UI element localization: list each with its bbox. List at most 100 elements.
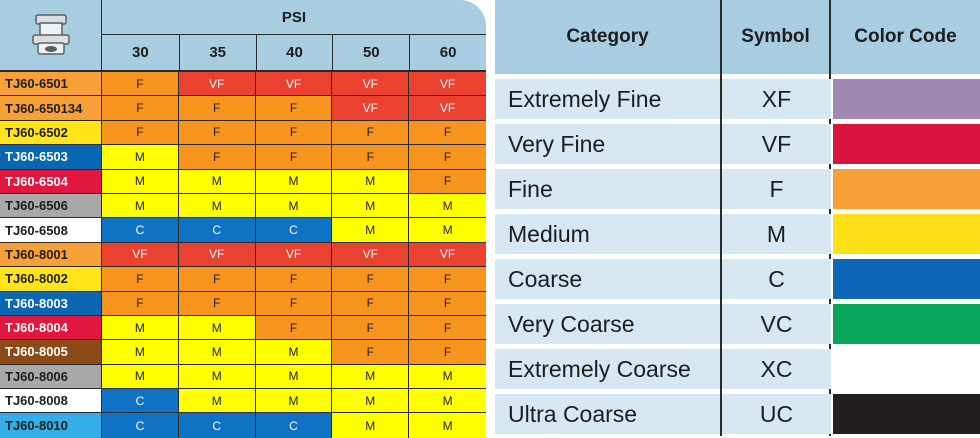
color-swatch — [833, 304, 980, 344]
droplet-size-cell: F — [332, 120, 410, 145]
nozzle-model-label: TJ60-650134 — [0, 96, 102, 120]
droplet-size-cell: M — [409, 218, 486, 242]
nozzle-icon — [0, 0, 102, 70]
droplet-size-cell: M — [178, 315, 256, 340]
droplet-size-cell: F — [332, 267, 410, 291]
table-row: TJ60-8004 M M F F F — [0, 315, 486, 341]
droplet-size-cell: VF — [102, 242, 179, 267]
droplet-size-cell: VF — [332, 96, 410, 120]
symbol-label: M — [722, 214, 831, 254]
droplet-size-cell: M — [255, 169, 333, 193]
droplet-size-cell: F — [255, 145, 333, 169]
droplet-size-cell: F — [255, 267, 333, 291]
column-divider — [720, 0, 722, 436]
color-swatch — [833, 394, 980, 434]
color-swatch — [833, 349, 980, 389]
droplet-size-cell: M — [102, 145, 179, 169]
droplet-size-cell: F — [178, 120, 256, 145]
nozzle-model-label: TJ60-6506 — [0, 193, 102, 218]
droplet-size-cell: M — [255, 389, 333, 413]
legend-row: Fine F — [495, 169, 980, 209]
droplet-size-cell: VF — [332, 72, 410, 96]
droplet-size-cell: M — [409, 193, 486, 218]
pressure-header-50: 50 — [332, 34, 410, 70]
table-row: TJ60-650134 F F F VF VF — [0, 96, 486, 121]
droplet-size-cell: M — [178, 389, 256, 413]
table-row: TJ60-8008 C M M M M — [0, 389, 486, 414]
table-row: TJ60-6506 M M M M M — [0, 193, 486, 219]
droplet-size-cell: F — [409, 267, 486, 291]
table-row: TJ60-6502 F F F F F — [0, 120, 486, 146]
droplet-size-cell: C — [178, 218, 256, 242]
droplet-size-cell: F — [178, 145, 256, 169]
droplet-size-cell: M — [102, 364, 179, 389]
droplet-size-cell: VF — [255, 72, 333, 96]
table-row: TJ60-6504 M M M M F — [0, 169, 486, 194]
droplet-size-cell: C — [102, 389, 179, 413]
droplet-size-cell: M — [178, 169, 256, 193]
droplet-size-cell: F — [102, 267, 179, 291]
color-code-header: Color Code — [854, 26, 957, 47]
table-row: TJ60-6508 C C C M M — [0, 218, 486, 243]
nozzle-model-label: TJ60-8002 — [0, 267, 102, 291]
table-row: TJ60-8001 VF VF VF VF VF — [0, 242, 486, 268]
droplet-size-cell: F — [178, 291, 256, 315]
table-row: TJ60-8005 M M M F F — [0, 340, 486, 365]
table-body: TJ60-6501 F VF VF VF VF TJ60-650134 F F F VF VF TJ60… — [0, 70, 486, 438]
droplet-size-cell: C — [255, 218, 333, 242]
table-row: TJ60-8003 F F F F F — [0, 291, 486, 316]
category-label: Medium — [495, 214, 720, 254]
symbol-label: VF — [722, 124, 831, 164]
table-row: TJ60-6501 F VF VF VF VF — [0, 72, 486, 97]
legend-row: Ultra Coarse UC — [495, 394, 980, 434]
droplet-size-cell: M — [409, 389, 486, 413]
droplet-size-cell: F — [409, 120, 486, 145]
droplet-size-cell: C — [102, 218, 179, 242]
droplet-size-cell: M — [102, 315, 179, 340]
droplet-size-cell: M — [409, 364, 486, 389]
droplet-size-cell: F — [409, 340, 486, 364]
category-label: Extremely Coarse — [495, 349, 720, 389]
droplet-size-cell: M — [178, 340, 256, 364]
droplet-size-cell: VF — [409, 96, 486, 120]
table-header-background — [0, 0, 486, 70]
droplet-size-cell: M — [102, 340, 179, 364]
droplet-size-cell: M — [332, 169, 410, 193]
droplet-size-cell: F — [255, 291, 333, 315]
symbol-label: XC — [722, 349, 831, 389]
droplet-size-cell: F — [409, 315, 486, 340]
droplet-size-cell: VF — [332, 242, 410, 267]
droplet-size-cell: F — [409, 291, 486, 315]
droplet-size-cell: F — [409, 145, 486, 169]
droplet-size-cell: M — [255, 364, 333, 389]
droplet-size-cell: C — [178, 413, 256, 438]
nozzle-model-label: TJ60-6502 — [0, 120, 102, 145]
legend-row: Very Fine VF — [495, 124, 980, 164]
droplet-size-table: PSI 30 35 40 50 60 TJ60-6501 F VF VF VF VF TJ6… — [0, 0, 486, 438]
droplet-size-cell: M — [409, 413, 486, 438]
pressure-header-40: 40 — [255, 34, 333, 70]
category-label: Fine — [495, 169, 720, 209]
symbol-label: UC — [722, 394, 831, 434]
droplet-size-cell: F — [255, 120, 333, 145]
droplet-size-cell: F — [255, 96, 333, 120]
droplet-size-cell: VF — [409, 242, 486, 267]
table-row: TJ60-6503 M F F F F — [0, 145, 486, 170]
droplet-size-cell: F — [255, 315, 333, 340]
color-swatch — [833, 124, 980, 164]
category-header: Category — [566, 26, 649, 47]
droplet-size-cell: F — [332, 315, 410, 340]
droplet-size-cell: M — [332, 389, 410, 413]
nozzle-model-label: TJ60-8008 — [0, 389, 102, 413]
table-row: TJ60-8002 F F F F F — [0, 267, 486, 292]
legend-row: Coarse C — [495, 259, 980, 299]
nozzle-model-label: TJ60-8006 — [0, 364, 102, 389]
nozzle-model-label: TJ60-8003 — [0, 291, 102, 315]
droplet-size-cell: M — [102, 193, 179, 218]
color-swatch — [833, 79, 980, 119]
nozzle-model-label: TJ60-8001 — [0, 242, 102, 267]
nozzle-model-label: TJ60-8010 — [0, 413, 102, 438]
category-label: Very Coarse — [495, 304, 720, 344]
psi-header: PSI — [281, 8, 307, 26]
legend-row: Extremely Coarse XC — [495, 349, 980, 389]
